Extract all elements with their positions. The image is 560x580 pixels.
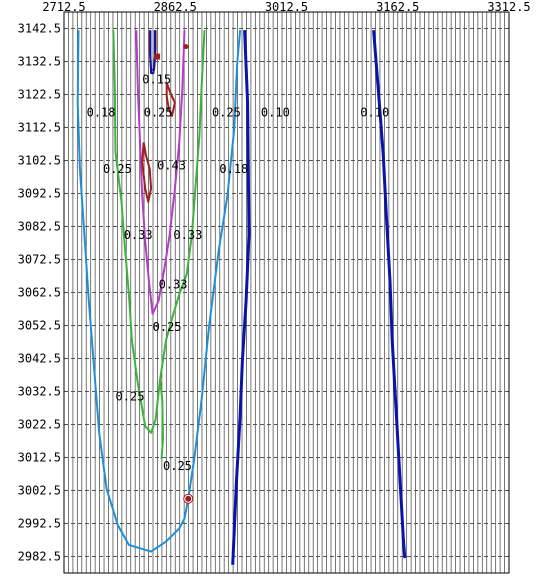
x-tick-label: 3012.5 bbox=[265, 0, 308, 14]
contour-line-0-43 bbox=[141, 142, 153, 203]
contour-label: 0.33 bbox=[159, 277, 188, 291]
y-tick-label: 3112.5 bbox=[18, 121, 61, 135]
contour-line-0-43 bbox=[165, 82, 176, 117]
contour-label: 0.43 bbox=[157, 158, 186, 172]
plot-frame bbox=[63, 11, 510, 574]
x-tick-label: 2712.5 bbox=[42, 0, 85, 14]
y-tick-label: 2992.5 bbox=[18, 517, 61, 531]
y-tick-label: 3072.5 bbox=[18, 253, 61, 267]
contour-label: 0.15 bbox=[142, 73, 171, 87]
contour-label: 0.25 bbox=[144, 106, 173, 120]
contour-line-0-10 bbox=[231, 30, 251, 565]
y-tick-label: 2982.5 bbox=[18, 550, 61, 564]
y-tick-label: 3142.5 bbox=[18, 22, 61, 36]
x-tick-label: 3312.5 bbox=[487, 0, 530, 14]
grid bbox=[63, 12, 510, 573]
contour-label: 0.25 bbox=[103, 162, 132, 176]
contour-line-0-25 bbox=[159, 379, 164, 460]
y-tick-label: 3132.5 bbox=[18, 55, 61, 69]
marker-dot bbox=[183, 44, 189, 50]
contour-line-0-43 bbox=[149, 30, 156, 75]
y-tick-label: 3042.5 bbox=[18, 352, 61, 366]
y-tick-label: 3092.5 bbox=[18, 187, 61, 201]
contour-label: 0.18 bbox=[87, 106, 116, 120]
x-tick-label: 2862.5 bbox=[154, 0, 197, 14]
y-tick-label: 3102.5 bbox=[18, 154, 61, 168]
contour-lines bbox=[76, 30, 407, 565]
contour-label: 0.25 bbox=[116, 389, 145, 403]
contour-line-0-33 bbox=[135, 30, 186, 315]
y-tick-label: 3052.5 bbox=[18, 319, 61, 333]
contour-label: 0.25 bbox=[212, 106, 241, 120]
y-tick-label: 3122.5 bbox=[18, 88, 61, 102]
contour-label: 0.10 bbox=[261, 106, 290, 120]
y-tick-label: 3062.5 bbox=[18, 286, 61, 300]
contour-line-0-18 bbox=[76, 30, 242, 553]
y-tick-label: 3012.5 bbox=[18, 451, 61, 465]
contour-label: 0.33 bbox=[173, 228, 202, 242]
contour-line-0-10 bbox=[372, 30, 407, 559]
contour-label: 0.18 bbox=[219, 162, 248, 176]
x-axis-ticks: 2712.5 2862.5 3012.5 3162.5 3312.5 bbox=[42, 0, 530, 14]
contour-label: 0.25 bbox=[163, 459, 192, 473]
marker-circle-fill bbox=[185, 495, 192, 502]
contour-label: 0.25 bbox=[153, 320, 182, 334]
markers bbox=[154, 44, 194, 504]
contour-label: 0.10 bbox=[360, 106, 389, 120]
contour-labels: 0.18 0.25 0.25 0.10 0.10 0.25 0.43 0.18 0.15 0.33… bbox=[87, 73, 390, 473]
y-tick-label: 3022.5 bbox=[18, 418, 61, 432]
y-tick-label: 3002.5 bbox=[18, 484, 61, 498]
x-tick-label: 3162.5 bbox=[376, 0, 419, 14]
marker-square bbox=[154, 53, 161, 60]
contour-label: 0.33 bbox=[124, 228, 153, 242]
y-axis-ticks: 3142.5 3132.5 3122.5 3112.5 3102.5 3092.5 3082… bbox=[18, 22, 61, 564]
y-tick-label: 3032.5 bbox=[18, 385, 61, 399]
y-tick-label: 3082.5 bbox=[18, 220, 61, 234]
contour-line-0-25 bbox=[112, 30, 206, 434]
